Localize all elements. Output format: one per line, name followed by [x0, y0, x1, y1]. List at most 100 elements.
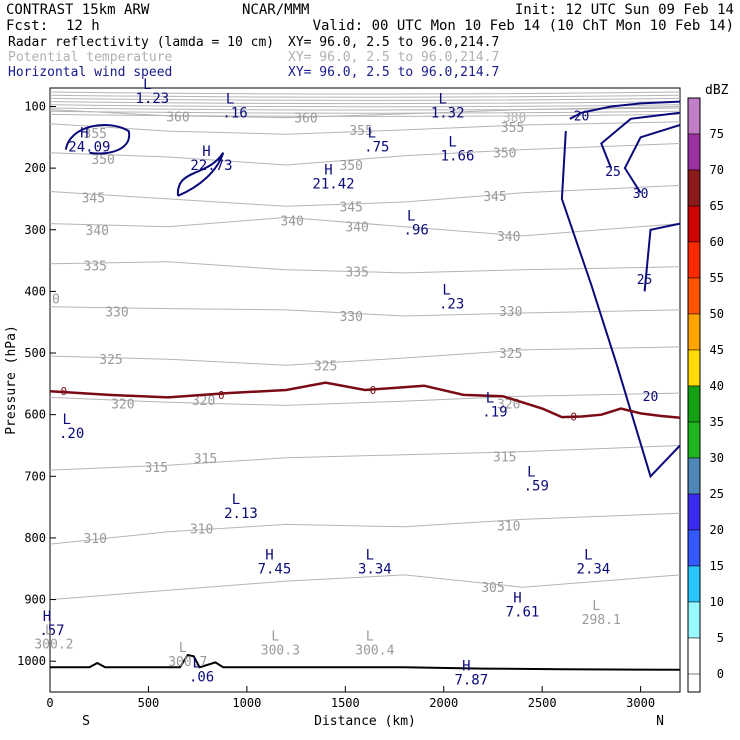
y-tick-label: 600: [24, 408, 46, 422]
colorbar-swatch: [687, 313, 701, 351]
theta-contour-label: 350: [339, 159, 362, 174]
field-name: Radar reflectivity (lamda = 10 cm): [8, 35, 274, 50]
colorbar-label: 45: [710, 343, 724, 357]
colorbar-label: 75: [710, 127, 724, 141]
reflectivity-contour-label: 0: [370, 384, 377, 397]
wind-extremum-value: 1.23: [136, 91, 170, 107]
theta-contour-line: [49, 306, 681, 317]
wind-extremum-type: H: [324, 162, 332, 178]
colorbar-swatch: [687, 565, 701, 603]
colorbar-swatch: [687, 457, 701, 495]
theta-contour-label: 320: [497, 398, 520, 413]
theta-extremum-value: 300.4: [355, 644, 394, 659]
colorbar-swatch: [687, 169, 701, 207]
theta-contour-line: [49, 392, 681, 406]
valid-time: Valid: 00 UTC Mon 10 Feb 14 (10 ChT Mon …: [313, 18, 734, 34]
field-name: Horizontal wind speed: [8, 65, 172, 80]
theta-contour-label: 360: [166, 110, 189, 125]
theta-extremum-type: L: [179, 641, 187, 656]
theta-contour-label: 305: [481, 581, 504, 596]
x-tick-label: 2000: [429, 696, 458, 710]
wind-extremum-type: L: [232, 492, 240, 508]
wind-extremum-type: L: [62, 412, 70, 428]
theta-extremum-value: 300.2: [34, 638, 73, 653]
wind-extremum-value: 24.09: [68, 139, 110, 155]
colorbar-swatch: [687, 529, 701, 567]
theta-cluster-line: [49, 94, 681, 98]
theta-contour-label: 325: [99, 353, 122, 368]
theta-contour-label: 345: [339, 200, 362, 215]
wind-extremum-type: L: [584, 547, 592, 563]
wind-extremum-type: H: [43, 609, 51, 625]
wind-contour-label: 20: [643, 390, 659, 405]
wind-contour-line: [643, 222, 681, 292]
theta-contour-label: 355: [501, 121, 524, 136]
theta-contour-label: 345: [483, 190, 506, 205]
wind-contour-line: [600, 111, 681, 169]
wind-extremum-value: 7.45: [258, 561, 292, 577]
theta-contour-label: 340: [497, 230, 520, 245]
wind-extremum-type: L: [448, 135, 456, 151]
plot-frame: [49, 87, 681, 693]
wind-contour-line: [64, 124, 130, 155]
theta-contour-label: 360: [294, 112, 317, 127]
theta-contour-line: [49, 121, 681, 135]
x-tick-label: 3000: [626, 696, 655, 710]
wind-extremum-type: H: [265, 547, 273, 563]
y-tick-label: 400: [24, 284, 46, 298]
colorbar-label: 5: [717, 631, 724, 645]
theta-cluster-line: [49, 97, 681, 101]
theta-contour-label: 335: [84, 260, 107, 275]
theta-contour-line: [49, 445, 681, 471]
theta-contour-label: 345: [82, 192, 105, 207]
wind-extremum-type: H: [80, 125, 88, 141]
wind-extremum-value: 1.32: [431, 105, 465, 121]
colorbar-label: 0: [717, 667, 724, 681]
colorbar-swatch: [687, 421, 701, 459]
colorbar-swatch: [687, 349, 701, 387]
colorbar-swatch: [687, 205, 701, 243]
wind-contour-label: 20: [574, 110, 590, 125]
terrain: [50, 653, 681, 671]
reflectivity-contour: 0 0 0 0: [49, 381, 681, 424]
colorbar-swatch: [687, 133, 701, 171]
theta-contour-label: 325: [499, 347, 522, 362]
colorbar-label: 65: [710, 199, 724, 213]
theta-contour-label: 320: [111, 398, 134, 413]
theta-cluster-line: [49, 113, 681, 117]
x-tick-label: 500: [138, 696, 160, 710]
x-tick-label: 1000: [232, 696, 261, 710]
colorbar-label: 55: [710, 271, 724, 285]
theta-contours: 360 360 355 355 355 350 350 350 345 345 345 340 340 3…: [49, 106, 681, 601]
init-time: Init: 12 UTC Sun 09 Feb 14: [515, 2, 734, 18]
wind-extremum-value: 21.42: [312, 176, 354, 192]
theta-contour-label: 325: [314, 359, 337, 374]
header: CONTRAST 15km ARW NCAR/MMM Init: 12 UTC …: [6, 2, 734, 80]
theta-extremum-value: 0: [52, 292, 60, 307]
theta-cluster-line: [49, 107, 681, 111]
theta-contour-label: 340: [280, 215, 303, 230]
theta-cluster-line: [49, 104, 681, 108]
y-tick-label: 900: [24, 593, 46, 607]
theta-contour-label: 355: [84, 127, 107, 142]
colorbar-label: 25: [710, 487, 724, 501]
reflectivity-contour-label: 0: [60, 385, 67, 398]
theta-extremum-value: 300.3: [261, 644, 300, 659]
theta-contour-line: [49, 106, 681, 119]
theta-contour-line: [49, 216, 681, 237]
theta-contour-label: 310: [84, 532, 107, 547]
wind-extremum-value: 3.34: [358, 561, 392, 577]
wind-extremum-type: L: [226, 91, 234, 107]
theta-extremum-type: L: [366, 630, 374, 645]
theta-contour-line: [49, 184, 681, 207]
colorbar-label: 35: [710, 415, 724, 429]
x-tick-label: 1500: [331, 696, 360, 710]
wind-extremum-value: .20: [59, 426, 84, 442]
wind-extremum-type: H: [202, 144, 210, 160]
wind-extremum-type: H: [513, 591, 521, 607]
wind-extremum-value: .06: [189, 669, 214, 685]
axes: 0 500 1000 1500 2000 2500 3000 100200300400500…: [4, 99, 664, 729]
colorbar-swatch: [687, 241, 701, 279]
